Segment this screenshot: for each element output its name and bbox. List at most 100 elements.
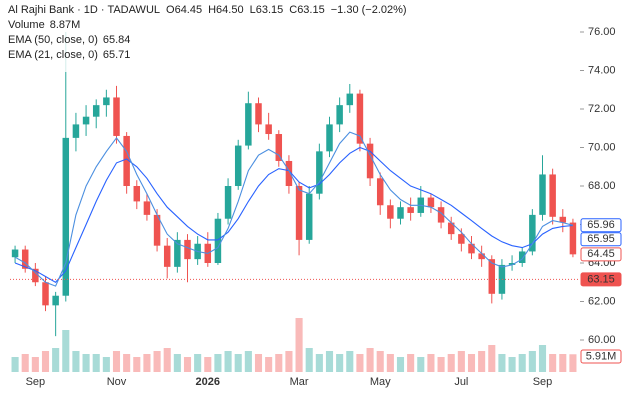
- volume-bar: [518, 354, 526, 372]
- volume-bar: [386, 354, 394, 372]
- candle-body: [123, 135, 130, 186]
- candle-body: [255, 103, 262, 125]
- candle-body: [488, 259, 496, 294]
- candle-body: [498, 264, 506, 294]
- volume-bar: [163, 348, 171, 372]
- legend-entry-value: 65.71: [103, 49, 131, 61]
- volume-bar: [11, 357, 19, 372]
- candle-body: [224, 186, 232, 219]
- candle-body: [437, 207, 445, 223]
- change: −1.30 (−2.02%): [331, 4, 407, 16]
- price-marker: [580, 218, 622, 233]
- candle-body: [245, 103, 252, 146]
- price-marker: [580, 272, 622, 287]
- volume-bar: [102, 357, 110, 372]
- volume-bar: [254, 354, 263, 372]
- volume-bar: [538, 345, 547, 372]
- volume-marker-label: 5.91M: [586, 350, 617, 362]
- candle-body: [346, 93, 354, 106]
- volume-bar: [478, 351, 486, 372]
- candle-body: [82, 116, 90, 125]
- volume-bar: [92, 354, 100, 372]
- candle-body: [163, 245, 171, 267]
- y-tick-label: 68.00: [588, 180, 616, 192]
- volume-bar: [204, 357, 212, 372]
- x-tick-label: Sep: [26, 376, 46, 388]
- volume-bar: [82, 354, 90, 372]
- volume-bar: [214, 354, 222, 372]
- candle-body: [387, 205, 394, 219]
- volume-bar: [234, 354, 242, 372]
- candle-body: [32, 268, 39, 283]
- volume-bar: [366, 348, 374, 372]
- volume-bar: [173, 354, 181, 372]
- legend-entry: EMA (21, close, 0): [8, 49, 98, 61]
- candle-body: [234, 145, 242, 186]
- volume-bar: [498, 354, 506, 372]
- candle-body: [21, 249, 29, 269]
- candle-body: [275, 134, 283, 161]
- y-tick-label: 70.00: [588, 141, 616, 153]
- price-marker-label: 63.15: [587, 273, 615, 285]
- candle-body: [103, 97, 110, 106]
- volume-bar: [62, 330, 70, 372]
- candle-body: [559, 216, 567, 223]
- volume-bar: [569, 354, 577, 372]
- volume-bar: [31, 357, 39, 372]
- candle-body: [11, 249, 19, 258]
- ohlc-value: O64.45: [166, 4, 202, 16]
- candle-body: [508, 263, 516, 265]
- x-tick-label: Nov: [107, 376, 127, 388]
- candle-body: [336, 105, 343, 125]
- candle-body: [326, 124, 333, 152]
- volume-marker: [580, 349, 622, 364]
- candle-body: [184, 239, 191, 260]
- volume-bar: [305, 348, 313, 372]
- candle-body: [285, 160, 293, 186]
- candle-body: [92, 105, 100, 117]
- volume-bar: [285, 351, 293, 372]
- candle-body: [539, 174, 546, 215]
- volume-bar: [325, 351, 334, 372]
- candle-body: [529, 214, 536, 252]
- candle-body: [397, 207, 404, 219]
- header-bg: [4, 2, 417, 72]
- volume-bar: [315, 354, 323, 372]
- ohlc-value: L63.15: [250, 4, 284, 16]
- volume-bar: [41, 351, 50, 372]
- candle-body: [316, 151, 323, 194]
- volume-bar: [194, 354, 202, 372]
- candle-body: [153, 214, 161, 246]
- volume-bar: [396, 357, 405, 372]
- candle-body: [458, 234, 465, 244]
- volume-bar: [295, 318, 303, 372]
- volume-bar: [265, 357, 273, 372]
- volume-bar: [123, 354, 131, 372]
- candle-body: [427, 197, 435, 208]
- volume-bar: [559, 354, 567, 372]
- candle-body: [478, 253, 485, 260]
- volume-bar: [447, 354, 455, 372]
- candle-body: [518, 251, 526, 263]
- y-tick-label: 74.00: [588, 64, 616, 76]
- header-title: Al Rajhi Bank · 1D · TADAWUL: [8, 4, 160, 16]
- candle-body: [113, 97, 120, 136]
- candle-body: [214, 218, 222, 263]
- volume-bar: [183, 357, 192, 372]
- y-tick-label: 60.00: [588, 334, 616, 346]
- candle-body: [295, 186, 303, 240]
- volume-legend: Volume: [8, 19, 45, 31]
- volume-bar: [52, 348, 60, 372]
- ema-line: [14, 131, 574, 287]
- volume-bar: [356, 354, 364, 372]
- candle-body: [72, 124, 80, 138]
- x-tick-label: Mar: [290, 376, 309, 388]
- volume-bar: [224, 351, 232, 372]
- volume-bar: [457, 351, 465, 372]
- ohlc-value: H64.50: [208, 4, 243, 16]
- candle-body: [133, 186, 141, 202]
- price-marker: [580, 232, 622, 247]
- volume-bar: [153, 351, 161, 372]
- candle-body: [143, 201, 151, 215]
- volume-bar: [143, 354, 151, 372]
